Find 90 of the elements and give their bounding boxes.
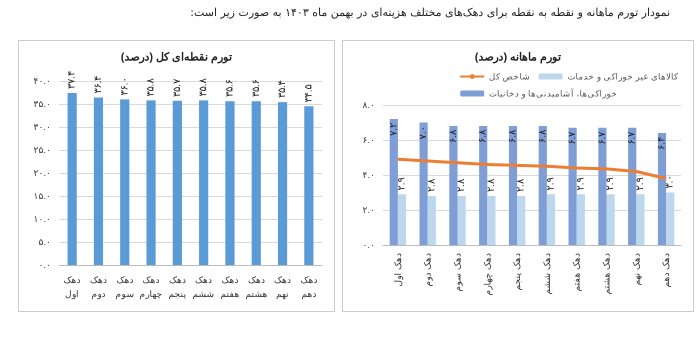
y-tick-label: ۴.۰ [362, 170, 375, 180]
data-label: ۶.۸ [537, 129, 548, 143]
legend-label: خوراکی‌ها، آشامیدنی‌ها و دخانیات [489, 88, 618, 100]
bar [449, 126, 458, 245]
x-tick-label: دهک نهم [631, 253, 642, 286]
x-tick-label: دهک سوم [452, 253, 464, 292]
x-tick-label: دهک اول [392, 253, 404, 287]
bar [458, 196, 466, 245]
data-label: ۳۵.۸ [198, 78, 210, 96]
y-tick-label: ۳۵.۰ [33, 99, 51, 109]
y-tick-label: ۰.۰ [38, 260, 51, 270]
text: نمودار تورم ماهانه و نقطه به نقطه برای دهک‌های مختلف هزینه‌ای در بهمن ماه ۱۴۰۳ به صورت زیر است: [190, 6, 670, 19]
x-tick-label: دهک سوم [115, 275, 134, 300]
data-label: ۶.۷ [626, 130, 638, 145]
y-tick-label: ۲۵.۰ [33, 145, 51, 155]
data-label: ۳۵.۶ [250, 79, 262, 98]
data-label: ۶.۷ [567, 130, 578, 145]
x-tick-label: دهک هفتم [572, 253, 583, 292]
data-label: ۳۷.۴ [66, 71, 78, 89]
x-tick-label: دهک نهم [274, 275, 292, 300]
legend-label: کالاهای غیر خوراکی و خدمات [568, 72, 679, 82]
bar [568, 128, 577, 245]
data-label: ۲.۸ [486, 178, 497, 192]
data-label: ۶.۸ [508, 129, 519, 143]
x-tick-label: دهک اول [64, 275, 81, 300]
x-tick-label: دهک چهارم [140, 275, 163, 300]
y-tick-label: ۰.۰ [362, 240, 375, 250]
bar [479, 126, 488, 245]
data-label: ۲.۹ [545, 177, 556, 190]
bar [658, 133, 666, 245]
x-tick-label: دهک پنجم [512, 253, 524, 291]
data-label: ۲.۸ [426, 178, 438, 192]
bar [420, 122, 428, 245]
data-label: ۳۵.۸ [146, 78, 157, 96]
y-tick-label: ۲.۰ [362, 205, 375, 215]
y-tick-label: ۱۵.۰ [33, 191, 51, 201]
x-tick-label: دهک دهم [661, 253, 672, 288]
x-tick-label: دهک پنجم [168, 275, 186, 300]
data-label: ۶.۴ [656, 137, 668, 150]
data-label: ۳۵.۴ [277, 80, 288, 98]
data-label: ۲.۸ [456, 178, 468, 192]
data-label: ۳.۰ [664, 176, 676, 188]
bar [390, 119, 398, 245]
x-tick-label: دهک هفتم [220, 275, 240, 300]
bar [576, 194, 585, 245]
data-label: ۶.۸ [448, 129, 459, 143]
data-label: ۲.۹ [396, 177, 408, 190]
x-tick-label: دهک چهارم [482, 253, 494, 296]
bar [517, 196, 526, 245]
y-tick-label: ۴۰.۰ [33, 76, 51, 86]
data-label: ۳۶.۰ [119, 78, 130, 96]
x-tick-label: دهک هشتم [602, 253, 612, 295]
data-label: ۲.۸ [516, 178, 527, 192]
data-label: ۳۴.۵ [303, 84, 314, 102]
bar [666, 192, 674, 245]
y-tick-label: ۶.۰ [362, 135, 375, 145]
data-label: ۲.۹ [575, 177, 586, 190]
x-tick-label: دهک دهم [300, 275, 318, 300]
bar [508, 126, 518, 245]
x-tick-label: دهک ششم [192, 275, 215, 300]
chart-title: تورم ماهانه (درصد) [474, 52, 562, 64]
bar [538, 126, 547, 245]
chart-title: تورم نقطه‌ای کل (درصد) [120, 52, 232, 64]
bar [398, 194, 406, 245]
bar [546, 194, 556, 245]
y-tick-label: ۱۰.۰ [33, 214, 51, 224]
bar [598, 128, 606, 245]
data-label: ۲.۹ [634, 177, 646, 190]
y-tick-label: ۵.۰ [38, 237, 51, 247]
data-label: ۷.۰ [418, 126, 430, 140]
data-label: ۳۵.۶ [224, 79, 236, 98]
y-tick-label: ۳۰.۰ [33, 122, 51, 132]
data-label: ۲.۹ [605, 177, 616, 190]
legend-label: شاخص کل [489, 72, 531, 82]
bar [428, 196, 436, 245]
bar [636, 194, 644, 245]
y-tick-label: ۲۰.۰ [33, 168, 51, 178]
data-label: ۳۵.۷ [172, 78, 183, 97]
bar [606, 194, 615, 245]
bar [487, 196, 496, 245]
data-label: ۶.۸ [478, 129, 489, 143]
x-tick-label: دهک هشتم [245, 275, 268, 300]
y-tick-label: ۸.۰ [362, 100, 375, 110]
data-label: ۷.۲ [388, 123, 400, 136]
x-tick-label: دهک دوم [422, 253, 434, 287]
x-tick-label: دهک دوم [90, 275, 107, 300]
bar [628, 128, 636, 245]
data-label: ۳۶.۴ [92, 76, 104, 94]
x-tick-label: دهک ششم [542, 253, 553, 295]
data-label: ۶.۷ [596, 130, 608, 145]
